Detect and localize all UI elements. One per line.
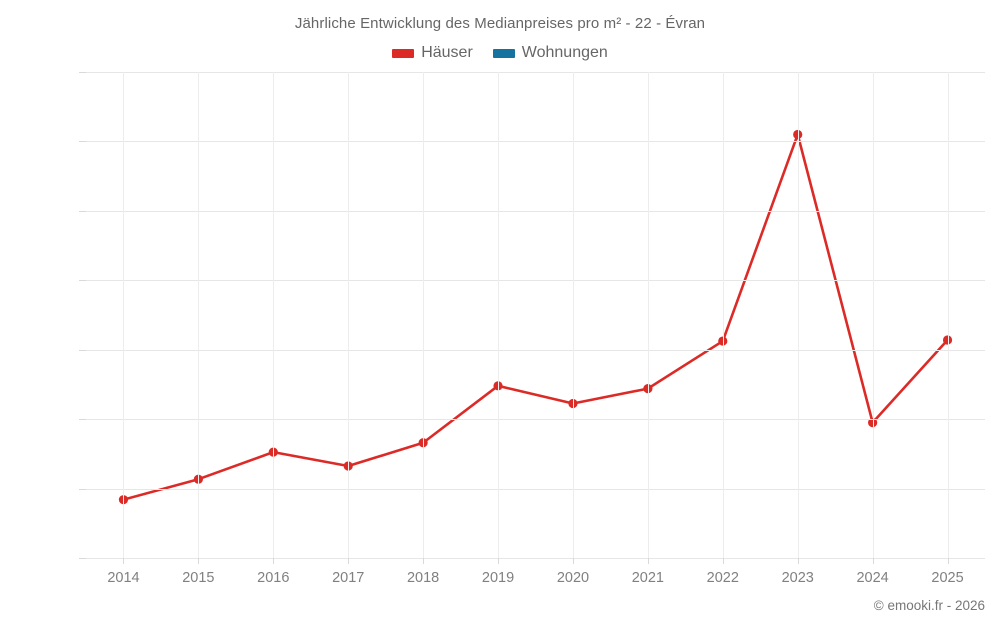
y-axis-tick-mark <box>79 558 86 559</box>
gridline-vertical <box>198 72 200 558</box>
y-axis-tick-mark <box>79 210 86 212</box>
x-axis-tick-label: 2019 <box>481 570 515 586</box>
gridline-vertical <box>123 72 125 558</box>
legend-item-wohnungen[interactable]: Wohnungen <box>492 44 608 62</box>
gridline-vertical <box>872 72 874 558</box>
gridline-vertical <box>647 72 649 558</box>
x-axis-tick-mark <box>572 558 574 564</box>
x-axis-tick-mark <box>872 558 874 564</box>
legend-label: Häuser <box>421 44 473 61</box>
x-axis-tick-mark <box>423 558 425 564</box>
x-axis-tick-label: 2021 <box>631 570 664 586</box>
y-axis-tick-mark <box>79 419 86 421</box>
x-axis-tick-label: 2020 <box>556 570 590 586</box>
gridline-vertical <box>947 72 949 558</box>
x-axis-tick-label: 2014 <box>107 570 140 586</box>
x-axis-tick-label: 2023 <box>781 570 814 586</box>
series-layer <box>118 129 953 505</box>
gridline-vertical <box>498 72 500 558</box>
x-axis-tick-mark <box>647 558 649 564</box>
x-axis-tick-label: 2022 <box>706 570 739 586</box>
x-axis-tick-mark <box>198 558 200 564</box>
series-line-häuser <box>122 133 949 501</box>
y-axis-tick-mark <box>79 488 86 490</box>
x-axis-tick-mark <box>273 558 275 564</box>
chart-legend: Häuser Wohnungen <box>0 44 1000 62</box>
gridline-vertical <box>423 72 425 558</box>
gridline-vertical <box>273 72 275 558</box>
legend-label: Wohnungen <box>521 44 608 61</box>
x-axis-tick-label: 2017 <box>332 570 365 586</box>
legend-swatch-icon <box>492 48 515 58</box>
x-axis-tick-mark <box>722 558 724 564</box>
footer-credit: © emooki.fr - 2026 <box>873 598 985 613</box>
gridline-vertical <box>797 72 799 558</box>
x-axis-tick-label: 2024 <box>856 570 889 586</box>
gridline-horizontal <box>86 419 985 421</box>
x-axis-tick-mark <box>797 558 799 564</box>
x-axis-tick-label: 2015 <box>182 570 215 586</box>
x-axis-tick-mark <box>348 558 350 564</box>
gridline-horizontal <box>86 349 985 351</box>
chart-title: Jährliche Entwicklung des Medianpreises … <box>294 15 706 32</box>
x-axis-tick-mark <box>123 558 125 564</box>
gridline-vertical <box>722 72 724 558</box>
gridline-horizontal <box>86 488 985 490</box>
gridline-horizontal <box>86 280 985 282</box>
y-axis-tick-mark <box>79 72 86 73</box>
legend-item-häuser[interactable]: Häuser <box>392 44 473 62</box>
y-axis-tick-mark <box>79 141 86 143</box>
plot-area: 1 000 €1 200 €1 400 €1 600 €1 800 €2 000… <box>79 72 985 586</box>
x-axis-tick-label: 2018 <box>406 570 440 586</box>
gridline-vertical <box>348 72 350 558</box>
legend-swatch-icon <box>392 48 415 58</box>
y-axis-tick-mark <box>79 349 86 351</box>
gridline-horizontal <box>86 72 985 73</box>
x-axis-tick-mark <box>498 558 500 564</box>
gridline-horizontal <box>86 141 985 143</box>
gridline-vertical <box>572 72 574 558</box>
x-axis-tick-label: 2016 <box>257 570 290 586</box>
gridline-horizontal <box>86 210 985 212</box>
gridline-horizontal <box>86 558 985 559</box>
y-axis-tick-mark <box>79 280 86 282</box>
x-axis-tick-label: 2025 <box>931 570 964 586</box>
x-axis-tick-mark <box>947 558 949 564</box>
